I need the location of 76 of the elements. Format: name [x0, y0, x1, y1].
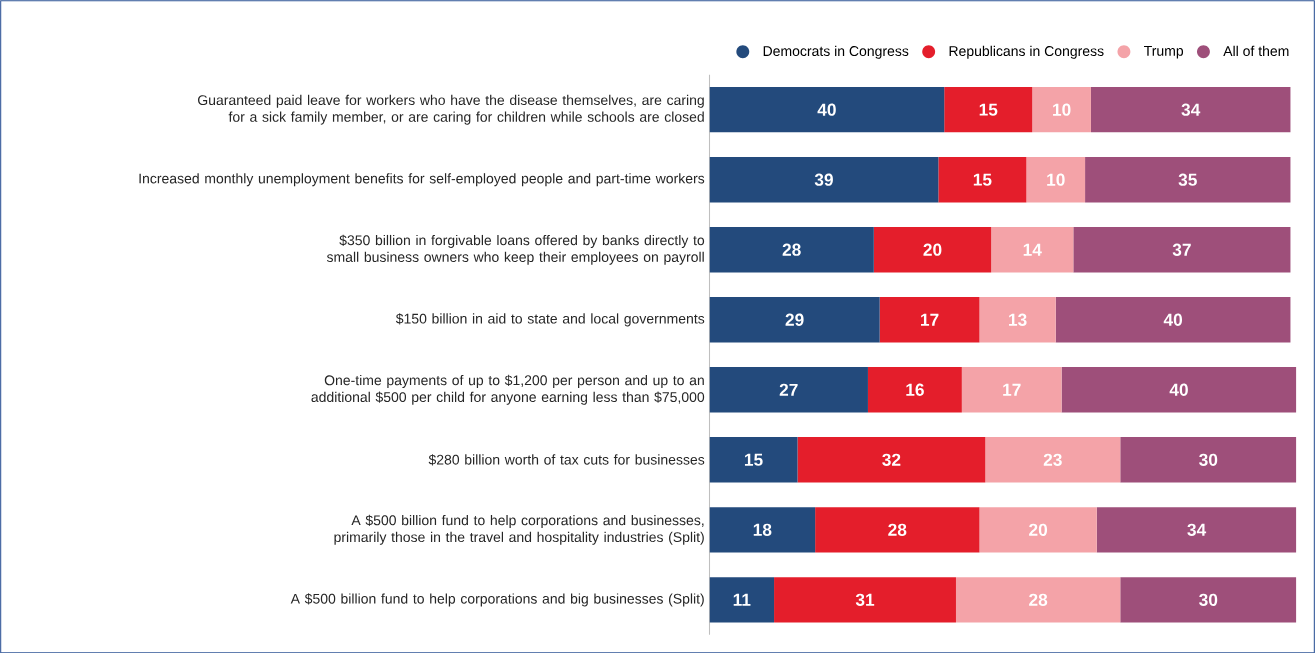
- bar: [1055, 296, 1291, 343]
- y-tick-label: A $500 billion fund to help corporations and big businesses (Split): [290, 592, 704, 607]
- data-label: 39: [814, 173, 833, 186]
- bar: [955, 576, 1121, 623]
- y-tick-label: One-time payments of up to $1,200 per person and up to an additional $500 per child for anyone earning less than $75,000: [311, 374, 705, 405]
- bar: [709, 156, 939, 203]
- bar: [867, 366, 962, 413]
- data-label: 23: [1043, 453, 1062, 466]
- bar: [944, 86, 1033, 133]
- bar: [1026, 156, 1086, 203]
- legend-label: Democrats in Congress: [763, 45, 909, 59]
- data-label: 40: [1163, 313, 1183, 326]
- bar: [991, 226, 1074, 273]
- bar: [1120, 576, 1297, 623]
- data-label: 13: [1009, 313, 1027, 326]
- bar: [709, 436, 798, 483]
- y-tick-label: Increased monthly unemployment benefits for self-employed people and part-time workers: [139, 172, 705, 187]
- bar: [1085, 156, 1291, 203]
- data-label: 40: [817, 103, 836, 116]
- data-label: 30: [1199, 593, 1218, 606]
- data-label: 15: [973, 173, 992, 186]
- data-label: 10: [1047, 173, 1065, 186]
- data-label: 20: [923, 243, 942, 256]
- bar: [774, 576, 956, 623]
- legend-label: All of them: [1223, 45, 1289, 56]
- bar: [1032, 86, 1091, 133]
- bar: [1090, 86, 1291, 133]
- data-label: 30: [1199, 453, 1218, 466]
- bar: [815, 506, 980, 553]
- data-label: 10: [1053, 103, 1071, 116]
- data-label: 20: [1029, 523, 1048, 536]
- bar: [1061, 366, 1297, 413]
- data-label: 15: [744, 453, 763, 466]
- bar: [938, 156, 1027, 203]
- legend-label: Republicans in Congress: [949, 45, 1104, 59]
- data-label: 40: [1169, 383, 1188, 396]
- bar: [979, 506, 1097, 553]
- bar: [961, 366, 1062, 413]
- bar: [709, 506, 816, 553]
- bar: [797, 436, 986, 483]
- data-label: 34: [1181, 103, 1201, 116]
- bar: [1120, 436, 1297, 483]
- data-label: 17: [921, 313, 939, 326]
- data-label: 18: [753, 523, 772, 536]
- legend-label: Trump: [1144, 45, 1184, 59]
- data-label: 15: [979, 103, 998, 116]
- y-tick-label: A $500 billion fund to help corporations and businesses, primarily those in the travel and hospitality industries (Split): [334, 514, 704, 545]
- data-label: 28: [782, 243, 801, 256]
- data-label: 17: [1003, 383, 1021, 396]
- y-tick-label: $350 billion in forgivable loans offered by banks directly to small business owners who keep their employees on payroll: [326, 234, 705, 265]
- data-label: 37: [1172, 243, 1191, 256]
- data-label: 29: [785, 313, 804, 326]
- data-label: 35: [1178, 173, 1197, 186]
- data-label: 14: [1023, 243, 1042, 256]
- data-label: 11: [733, 593, 751, 606]
- bar: [879, 296, 980, 343]
- y-tick-label: Guaranteed paid leave for workers who have the disease themselves, are caring for a sick family member, or are caring for children while schools are closed: [198, 94, 704, 125]
- bar: [709, 226, 874, 273]
- data-label: 27: [779, 383, 798, 396]
- bar: [709, 86, 945, 133]
- y-tick-label: $150 billion in aid to state and local governments: [395, 312, 705, 327]
- data-label: 34: [1187, 523, 1207, 536]
- bar: [1096, 506, 1297, 553]
- data-label: 28: [888, 523, 907, 536]
- data-label: 16: [906, 383, 924, 396]
- bar: [709, 296, 880, 343]
- bar: [709, 366, 868, 413]
- bar: [1073, 226, 1291, 273]
- y-tick-label: $280 billion worth of tax cuts for businesses: [428, 453, 705, 466]
- bar: [709, 576, 775, 623]
- data-label: 32: [882, 453, 901, 466]
- data-label: 28: [1029, 593, 1048, 606]
- bar: [985, 436, 1121, 483]
- data-label: 31: [855, 593, 875, 606]
- bar: [873, 226, 992, 273]
- bar: [979, 296, 1056, 343]
